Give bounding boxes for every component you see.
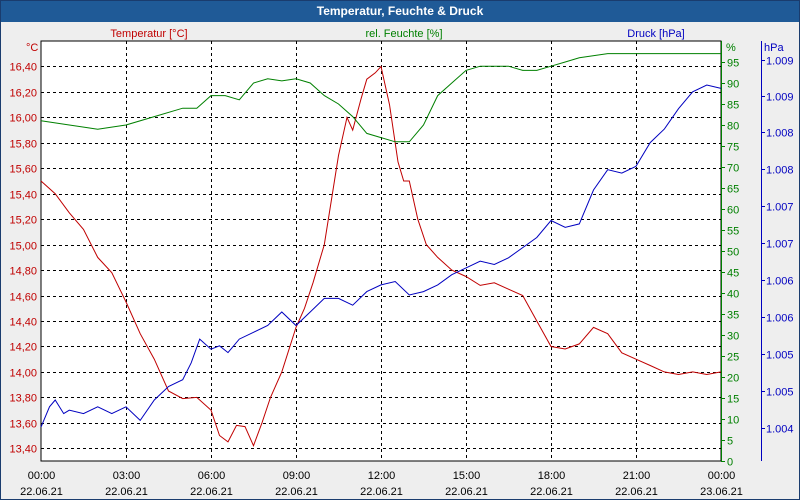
humidity-axis-title: rel. Feuchte [%]	[365, 28, 442, 40]
pressure-tick-label: 1.008	[766, 128, 794, 140]
pressure-tick-label: 1.009	[766, 56, 794, 68]
humidity-tick-label: 65	[727, 184, 739, 196]
x-tick-time: 00:00	[28, 470, 56, 482]
humidity-tick-label: 50	[727, 247, 739, 259]
x-tick-date: 22.06.21	[20, 486, 63, 498]
humidity-unit: %	[726, 42, 736, 54]
pressure-tick-label: 1.008	[766, 165, 794, 177]
humidity-tick-label: 10	[727, 415, 739, 427]
temperature-tick-label: 15,40	[9, 190, 37, 202]
pressure-tick-label: 1.004	[766, 424, 794, 436]
humidity-series-line	[40, 53, 721, 143]
temperature-tick-label: 15,00	[9, 241, 37, 253]
humidity-tick-label: 30	[727, 331, 739, 343]
temperature-tick-label: 13,40	[9, 444, 37, 456]
temperature-tick-label: 14,20	[9, 342, 37, 354]
pressure-unit: hPa	[764, 42, 784, 54]
humidity-tick-label: 25	[727, 352, 739, 364]
x-tick-time: 03:00	[113, 470, 141, 482]
x-tick-date: 22.06.21	[275, 486, 318, 498]
x-tick-time: 21:00	[623, 470, 651, 482]
pressure-tick-label: 1.006	[766, 313, 794, 325]
pressure-tick-label: 1.005	[766, 350, 794, 362]
grid	[40, 40, 722, 462]
pressure-tick-label: 1.007	[766, 239, 794, 251]
chart-area: 16,40 16,20 16,00 15,80 15,60 15,40 15,20 15,00…	[9, 28, 793, 498]
humidity-tick-label: 55	[727, 226, 739, 238]
humidity-tick-label: 60	[727, 205, 739, 217]
pressure-axis-title: Druck [hPa]	[627, 28, 684, 40]
pressure-tick-label: 1.006	[766, 276, 794, 288]
pressure-tick-label: 1.007	[766, 202, 794, 214]
x-tick-date: 22.06.21	[360, 486, 403, 498]
humidity-tick-label: 70	[727, 163, 739, 175]
x-tick-time: 09:00	[283, 470, 311, 482]
temperature-tick-label: 14,60	[9, 292, 37, 304]
x-tick-time: 18:00	[538, 470, 566, 482]
pressure-series-line	[40, 84, 722, 428]
temperature-tick-label: 15,20	[9, 215, 37, 227]
humidity-tick-label: 15	[727, 394, 739, 406]
temperature-series-line	[40, 65, 722, 448]
temperature-tick-label: 13,60	[9, 419, 37, 431]
pressure-tick-label: 1.009	[766, 92, 794, 104]
axes: 16,40 16,20 16,00 15,80 15,60 15,40 15,20 15,00…	[9, 28, 793, 498]
pressure-tick-label: 1.005	[766, 387, 794, 399]
humidity-tick-label: 90	[727, 79, 739, 91]
humidity-tick-label: 45	[727, 268, 739, 280]
x-tick-date: 23.06.21	[700, 486, 743, 498]
temperature-tick-label: 15,60	[9, 164, 37, 176]
humidity-tick-label: 20	[727, 373, 739, 385]
humidity-tick-label: 75	[727, 142, 739, 154]
temperature-tick-label: 14,40	[9, 317, 37, 329]
x-tick-time: 15:00	[453, 470, 481, 482]
x-tick-date: 22.06.21	[105, 486, 148, 498]
temperature-axis-title: Temperatur [°C]	[110, 28, 187, 40]
temperature-tick-label: 16,20	[9, 88, 37, 100]
humidity-tick-label: 80	[727, 121, 739, 133]
x-tick-date: 22.06.21	[445, 486, 488, 498]
temperature-tick-label: 16,00	[9, 113, 37, 125]
temperature-unit: °C	[26, 42, 38, 54]
temperature-tick-label: 13,80	[9, 393, 37, 405]
humidity-tick-label: 0	[727, 457, 733, 469]
humidity-tick-label: 5	[727, 436, 733, 448]
temperature-tick-label: 14,00	[9, 368, 37, 380]
temperature-tick-label: 16,40	[9, 62, 37, 74]
temperature-tick-label: 14,80	[9, 266, 37, 278]
humidity-tick-label: 40	[727, 289, 739, 301]
x-tick-date: 22.06.21	[530, 486, 573, 498]
series	[40, 53, 722, 448]
humidity-tick-label: 85	[727, 100, 739, 112]
x-tick-date: 22.06.21	[615, 486, 658, 498]
x-tick-date: 22.06.21	[190, 486, 233, 498]
x-tick-time: 06:00	[198, 470, 226, 482]
humidity-tick-label: 95	[727, 58, 739, 70]
window-title: Temperatur, Feuchte & Druck	[1, 1, 799, 22]
x-tick-time: 12:00	[368, 470, 396, 482]
x-tick-time: 00:00	[708, 470, 736, 482]
humidity-tick-label: 35	[727, 310, 739, 322]
temperature-tick-label: 15,80	[9, 139, 37, 151]
